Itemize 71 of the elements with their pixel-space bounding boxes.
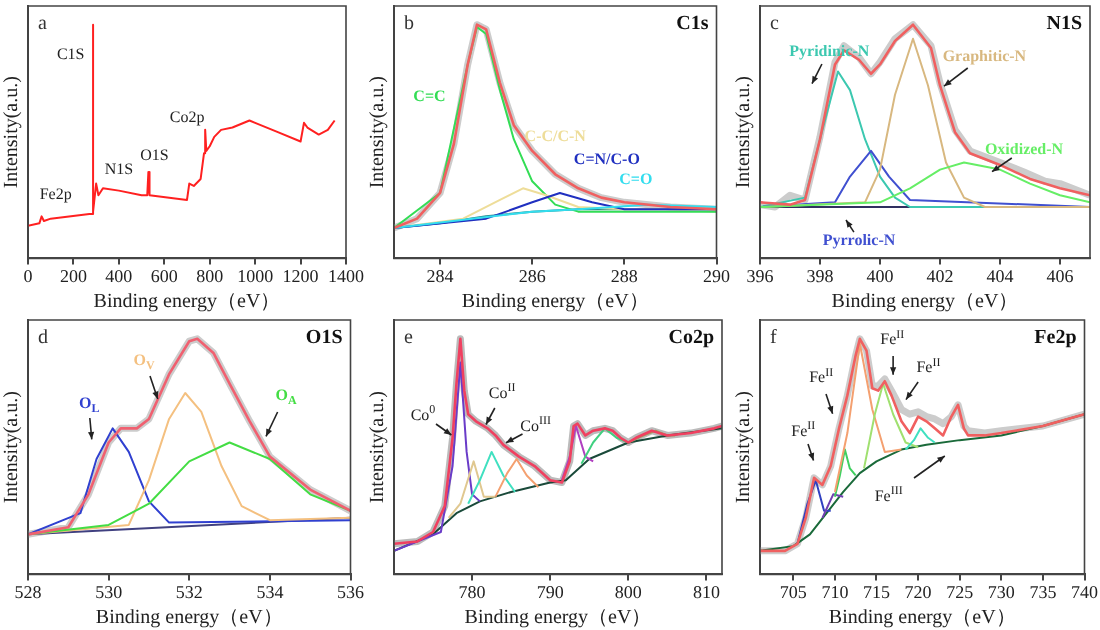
series-label: C=C [413, 86, 447, 105]
x-tick-label: 404 [986, 265, 1015, 286]
x-tick-label: 800 [196, 265, 225, 286]
x-tick-label: 0 [23, 265, 34, 286]
x-tick-label: 534 [256, 581, 285, 602]
annotation: C1S [56, 44, 85, 63]
y-axis-title: Intensity(a.u.) [367, 391, 390, 504]
x-tick-label: 725 [946, 581, 975, 602]
x-axis-title: Binding energy（eV） [461, 291, 649, 314]
x-tick-label: 530 [95, 581, 124, 602]
x-tick-label: 406 [1046, 265, 1075, 286]
y-axis-title: Intensity(a.u.) [367, 76, 390, 189]
x-tick-label: 396 [746, 265, 775, 286]
x-tick-label: 200 [59, 265, 88, 286]
x-tick-label: 290 [703, 265, 731, 286]
x-tick-label: 720 [904, 581, 933, 602]
x-tick-label: 715 [862, 581, 891, 602]
series-label: Pyrrolic-N [822, 230, 896, 249]
x-tick-label: 730 [987, 581, 1016, 602]
x-tick-label: 705 [779, 581, 808, 602]
annotation: d [38, 327, 48, 350]
x-axis-title: Binding energy（eV） [93, 291, 281, 314]
x-tick-label: 600 [150, 265, 179, 286]
x-tick-label: 1400 [328, 265, 365, 286]
annotation: Co2p [169, 108, 205, 127]
x-tick-label: 288 [610, 265, 639, 286]
x-tick-label: 532 [175, 581, 203, 602]
y-axis-title: Intensity(a.u.) [1, 391, 24, 504]
x-tick-label: 284 [426, 265, 455, 286]
series-label: Graphitic-N [942, 46, 1027, 65]
chart-title: O1S [305, 327, 344, 350]
y-axis-title: Intensity(a.u.) [733, 391, 756, 504]
x-axis-title: Binding energy（eV） [831, 291, 1019, 314]
x-tick-label: 400 [866, 265, 895, 286]
chart-title: Fe2p [1034, 327, 1078, 350]
series-label: Pyridinic-N [789, 41, 870, 60]
x-axis-title: Binding energy（eV） [95, 607, 283, 630]
x-tick-label: 1000 [237, 265, 275, 286]
x-tick-label: 536 [337, 581, 365, 602]
x-axis-title: Binding energy（eV） [828, 607, 1016, 630]
annotation: N1S [104, 160, 134, 179]
x-tick-label: 735 [1029, 581, 1058, 602]
annotation: e [404, 327, 414, 350]
annotation: a [38, 13, 48, 36]
x-tick-label: 286 [518, 265, 547, 286]
x-tick-label: 710 [821, 581, 850, 602]
x-tick-label: 402 [926, 265, 954, 286]
x-tick-label: 398 [806, 265, 835, 286]
x-tick-label: 1200 [282, 265, 320, 286]
x-tick-label: 400 [105, 265, 134, 286]
chart-title: C1s [676, 13, 709, 36]
chart-title: N1S [1046, 13, 1083, 36]
x-tick-label: 740 [1071, 581, 1099, 602]
chart-title: Co2p [668, 327, 715, 350]
annotation: Fe2p [39, 184, 72, 203]
x-tick-label: 780 [458, 581, 487, 602]
y-axis-title: Intensity(a.u.) [733, 76, 756, 189]
y-axis-title: Intensity(a.u.) [1, 76, 24, 189]
text: C-C/C-N [524, 127, 587, 146]
x-tick-label: 790 [536, 581, 565, 602]
x-tick-label: 810 [692, 581, 721, 602]
x-axis-title: Binding energy（eV） [464, 607, 652, 630]
annotation: b [404, 13, 414, 36]
annotation: c [770, 13, 780, 36]
annotation: O1S [140, 146, 169, 165]
x-tick-label: 800 [614, 581, 643, 602]
series-label: C=N/C-O [573, 150, 640, 169]
annotation: f [770, 327, 778, 350]
series-label: Oxidized-N [984, 139, 1064, 158]
x-tick-label: 528 [14, 581, 43, 602]
series-label: C=O [619, 170, 653, 189]
